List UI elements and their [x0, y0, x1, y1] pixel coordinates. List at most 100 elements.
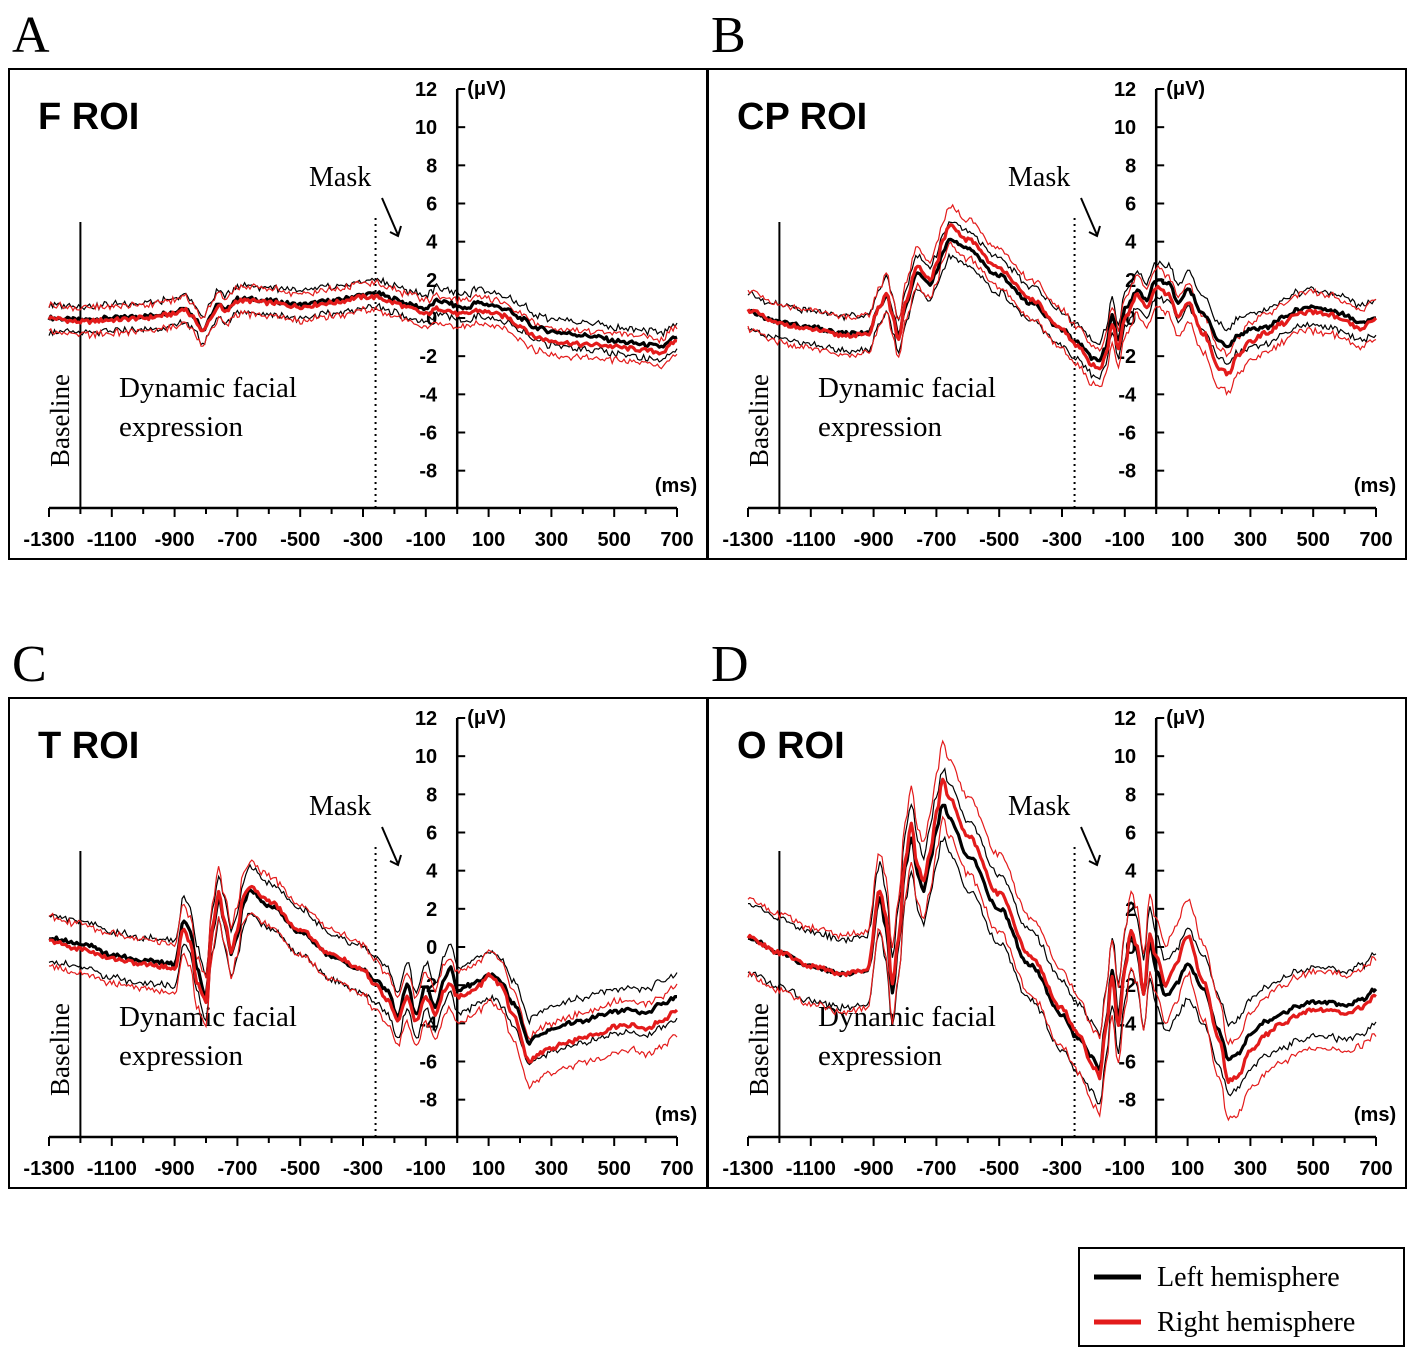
x-tick-label: -100: [1105, 1158, 1145, 1180]
y-tick-label: -8: [419, 461, 437, 483]
series-lower-band: [48, 912, 678, 1090]
x-unit-label: (ms): [1354, 1104, 1396, 1126]
mask-arrow: [1080, 826, 1098, 865]
y-unit-label: (μV): [1166, 78, 1205, 100]
y-tick-label: 2: [426, 270, 437, 292]
panel-C: CT ROI-1300 -1100 -900 -700 -500 -300 -100 100 3…: [8, 636, 708, 1189]
x-unit-label: (ms): [1354, 475, 1396, 497]
y-unit-label: (μV): [1166, 707, 1205, 729]
series-lower-band: [48, 302, 678, 363]
y-tick-label: -6: [419, 423, 437, 445]
series-lower-band: [747, 835, 1377, 1105]
x-tick-label: -900: [155, 1158, 195, 1180]
x-unit-label: (ms): [655, 475, 697, 497]
x-tick-label: -700: [916, 529, 956, 551]
series-upper-band: [747, 203, 1377, 358]
baseline-label: Baseline: [744, 1003, 774, 1096]
y-tick-label: 12: [1114, 708, 1136, 730]
y-tick-label: 12: [1114, 79, 1136, 101]
x-tick-label: -1300: [23, 1158, 74, 1180]
y-tick-label: -6: [1118, 423, 1136, 445]
panel-title: O ROI: [737, 725, 845, 767]
y-tick-label: 4: [1125, 232, 1137, 254]
x-tick-label: 100: [472, 1158, 505, 1180]
y-tick-label: 6: [1125, 194, 1136, 216]
y-tick-label: -4: [419, 1013, 438, 1035]
x-tick-label: 500: [598, 529, 631, 551]
y-tick-label: -8: [1118, 1090, 1136, 1112]
panel-frame: [8, 68, 708, 560]
mask-arrow-head: [389, 854, 402, 867]
x-tick-label: 500: [1297, 1158, 1330, 1180]
y-tick-label: -8: [1118, 461, 1136, 483]
series-upper-band: [748, 767, 1377, 1039]
x-tick-label: -300: [343, 529, 383, 551]
y-tick-label: 12: [415, 79, 437, 101]
x-unit-label: (ms): [655, 1104, 697, 1126]
x-tick-label: -900: [854, 529, 894, 551]
y-tick-label: 12: [415, 708, 437, 730]
y-tick-label: 6: [1125, 823, 1136, 845]
y-tick-label: 8: [1125, 155, 1136, 177]
mask-arrow-head: [1088, 225, 1101, 238]
stimulus-label-line2: expression: [119, 1040, 244, 1072]
x-tick-label: -100: [406, 529, 446, 551]
x-tick-label: 100: [1171, 529, 1204, 551]
series-line: [746, 223, 1378, 377]
baseline-label: Baseline: [744, 374, 774, 467]
y-tick-label: 10: [415, 746, 437, 768]
x-tick-label: -300: [1042, 1158, 1082, 1180]
x-tick-label: 100: [1171, 1158, 1204, 1180]
y-tick-label: -8: [419, 1090, 437, 1112]
x-tick-label: 300: [535, 1158, 568, 1180]
panel-letter: B: [711, 7, 746, 64]
baseline-label: Baseline: [45, 374, 75, 467]
y-tick-label: 2: [1125, 899, 1136, 921]
y-tick-label: -2: [419, 346, 437, 368]
x-tick-label: -300: [1042, 529, 1082, 551]
x-tick-label: -1300: [722, 1158, 773, 1180]
x-tick-label: -700: [217, 1158, 257, 1180]
x-tick-label: -900: [155, 529, 195, 551]
mask-label: Mask: [309, 791, 371, 822]
series-line: [48, 884, 679, 1064]
series-line: [47, 293, 678, 356]
panel-frame: [707, 68, 1407, 560]
mask-arrow: [381, 197, 399, 236]
stimulus-label-line1: Dynamic facial: [818, 372, 996, 404]
y-tick-label: 10: [1114, 746, 1136, 768]
mask-arrow: [1080, 197, 1098, 236]
stimulus-label-line2: expression: [818, 411, 943, 443]
y-tick-label: -4: [1118, 384, 1137, 406]
stimulus-label-line2: expression: [119, 411, 244, 443]
x-tick-label: 300: [1234, 1158, 1267, 1180]
series-upper-band: [747, 221, 1377, 346]
x-tick-label: -500: [280, 529, 320, 551]
x-tick-label: -1100: [786, 529, 836, 551]
panel-letter: A: [12, 7, 50, 64]
x-tick-label: -1100: [87, 1158, 137, 1180]
y-tick-label: -2: [1118, 346, 1136, 368]
y-tick-label: 4: [1125, 861, 1137, 883]
series-upper-band: [48, 859, 678, 1040]
x-tick-label: 300: [1234, 529, 1267, 551]
y-tick-label: 10: [415, 117, 437, 139]
y-tick-label: 6: [426, 194, 437, 216]
y-tick-label: 8: [426, 784, 437, 806]
series-lower-band: [747, 815, 1377, 1122]
stimulus-label-line2: expression: [818, 1040, 943, 1072]
series-lower-band: [48, 912, 678, 1066]
series-upper-band: [48, 278, 678, 345]
panel-frame: [8, 697, 708, 1189]
panel-title: T ROI: [38, 725, 139, 767]
panel-A: A F ROI -1300 -1100 -900 -700 -500 -300 -100 100 3…: [8, 7, 708, 560]
x-tick-label: -500: [979, 529, 1019, 551]
baseline-label: Baseline: [45, 1003, 75, 1096]
x-tick-label: -500: [979, 1158, 1019, 1180]
panel-title: CP ROI: [737, 96, 867, 138]
mask-arrow-head: [389, 225, 402, 238]
x-tick-label: -700: [217, 529, 257, 551]
y-tick-label: 0: [1125, 308, 1136, 330]
y-tick-label: 6: [426, 823, 437, 845]
x-tick-label: -1300: [722, 529, 773, 551]
